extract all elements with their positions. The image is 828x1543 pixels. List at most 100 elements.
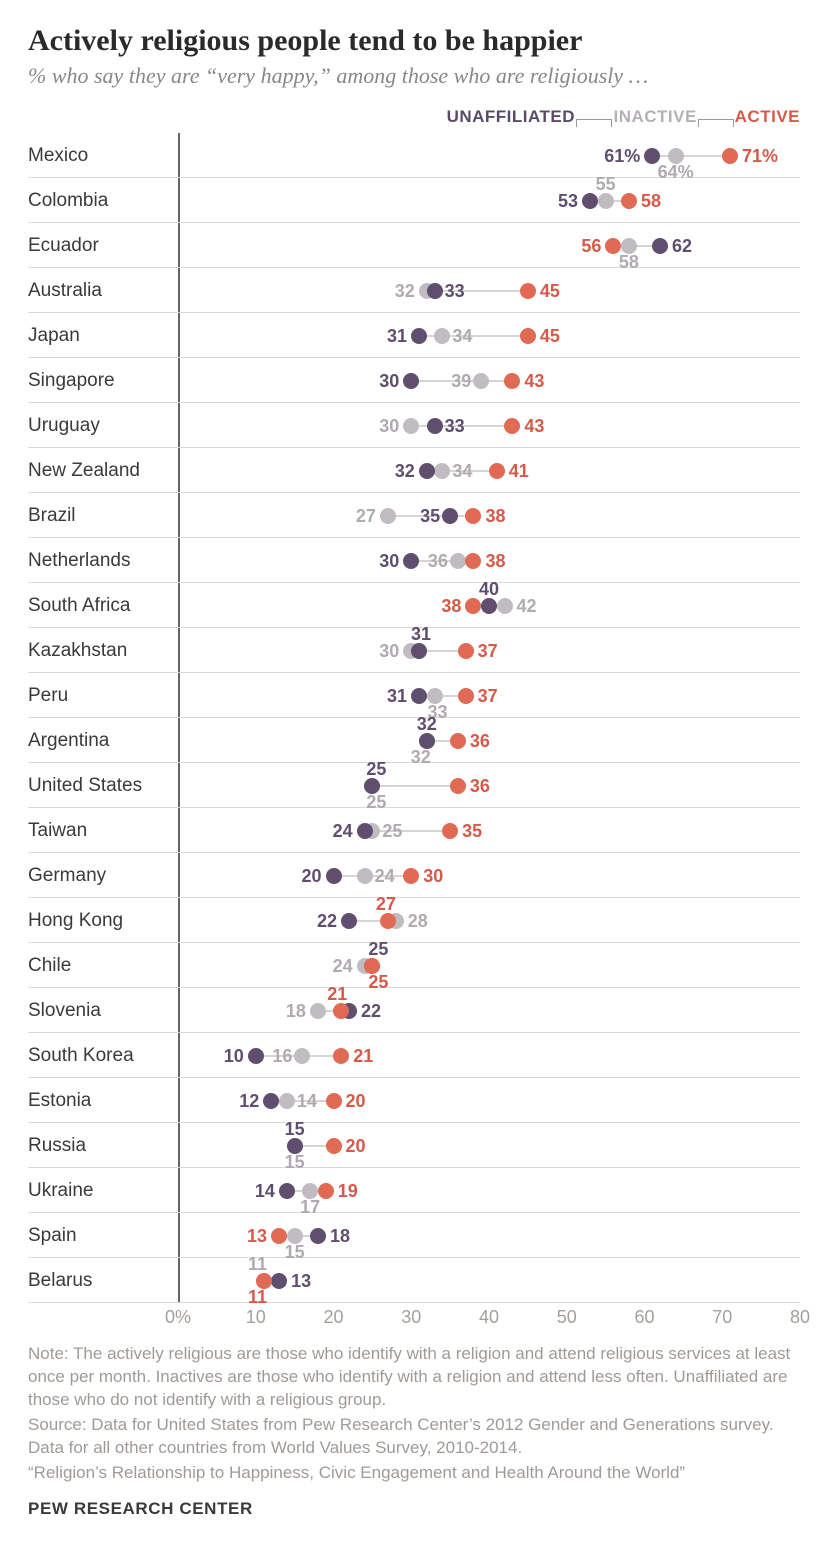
act-value-label: 41: [509, 462, 529, 480]
row-plot-area: 343241: [178, 448, 800, 493]
act-dot: [605, 238, 621, 254]
unaff-value-label: 33: [445, 282, 465, 300]
x-tick-label: 0%: [165, 1307, 191, 1328]
unaff-dot: [310, 1228, 326, 1244]
x-tick-label: 50: [557, 1307, 577, 1328]
country-label: South Korea: [28, 1045, 173, 1067]
row-plot-area: 303343: [178, 403, 800, 448]
row-plot-area: 282227: [178, 898, 800, 943]
unaff-dot: [652, 238, 668, 254]
act-dot: [380, 913, 396, 929]
row-plot-area: 151813: [178, 1213, 800, 1258]
row-plot-area: 303137: [178, 628, 800, 673]
row-plot-area: 252536: [178, 763, 800, 808]
row-plot-area: 64%61%71%: [178, 133, 800, 178]
unaff-dot: [341, 913, 357, 929]
inact-dot: [302, 1183, 318, 1199]
act-value-label: 35: [462, 822, 482, 840]
x-tick-label: 10: [246, 1307, 266, 1328]
row-plot-area: 111311: [178, 1258, 800, 1303]
inact-value-label: 55: [596, 175, 616, 193]
act-dot: [450, 778, 466, 794]
unaff-value-label: 31: [387, 327, 407, 345]
legend-active: ACTIVE: [735, 107, 800, 126]
chart-row: United States252536: [28, 763, 800, 808]
act-dot: [403, 868, 419, 884]
x-axis: 0%1020304050607080: [178, 1303, 800, 1333]
country-label: Japan: [28, 325, 173, 347]
act-dot: [465, 598, 481, 614]
row-plot-area: 242525: [178, 943, 800, 988]
country-label: Hong Kong: [28, 910, 173, 932]
country-label: Ecuador: [28, 235, 173, 257]
inact-value-label: 34: [452, 462, 472, 480]
legend-inactive: INACTIVE: [613, 107, 696, 126]
country-label: Brazil: [28, 505, 173, 527]
unaff-value-label: 53: [558, 192, 578, 210]
act-value-label: 21: [327, 985, 347, 1003]
inact-dot: [380, 508, 396, 524]
row-plot-area: 151520: [178, 1123, 800, 1168]
unaff-dot: [326, 868, 342, 884]
unaff-value-label: 40: [479, 580, 499, 598]
country-label: Germany: [28, 865, 173, 887]
unaff-dot: [419, 733, 435, 749]
x-tick-label: 30: [401, 1307, 421, 1328]
inact-dot: [434, 328, 450, 344]
inact-dot: [310, 1003, 326, 1019]
act-value-label: 27: [376, 895, 396, 913]
inact-value-label: 36: [428, 552, 448, 570]
inact-value-label: 16: [272, 1047, 292, 1065]
chart-row: Japan343145: [28, 313, 800, 358]
row-plot-area: 323345: [178, 268, 800, 313]
unaff-value-label: 22: [317, 912, 337, 930]
x-tick-label: 60: [634, 1307, 654, 1328]
chart-row: Australia323345: [28, 268, 800, 313]
source-text-1: Source: Data for United States from Pew …: [28, 1414, 800, 1460]
act-value-label: 30: [423, 867, 443, 885]
country-label: South Africa: [28, 595, 173, 617]
unaff-dot: [427, 283, 443, 299]
row-plot-area: 252435: [178, 808, 800, 853]
act-dot: [504, 418, 520, 434]
chart-row: Chile242525: [28, 943, 800, 988]
act-dot: [520, 283, 536, 299]
chart-title: Actively religious people tend to be hap…: [28, 24, 800, 57]
act-dot: [333, 1048, 349, 1064]
act-dot: [442, 823, 458, 839]
row-plot-area: 242030: [178, 853, 800, 898]
act-dot: [520, 328, 536, 344]
unaff-dot: [582, 193, 598, 209]
inact-dot: [403, 418, 419, 434]
act-value-label: 45: [540, 282, 560, 300]
unaff-value-label: 31: [387, 687, 407, 705]
unaff-value-label: 22: [361, 1002, 381, 1020]
act-value-label: 36: [470, 777, 490, 795]
act-value-label: 43: [524, 372, 544, 390]
act-dot: [458, 688, 474, 704]
act-value-label: 56: [581, 237, 601, 255]
country-label: Australia: [28, 280, 173, 302]
inact-dot: [450, 553, 466, 569]
inact-dot: [621, 238, 637, 254]
country-label: Belarus: [28, 1270, 173, 1292]
act-value-label: 20: [346, 1092, 366, 1110]
unaff-dot: [263, 1093, 279, 1109]
connector-line: [372, 785, 458, 787]
legend-bracket-icon: [698, 119, 734, 127]
unaff-dot: [248, 1048, 264, 1064]
row-plot-area: 424038: [178, 583, 800, 628]
inact-dot: [473, 373, 489, 389]
chart-row: Kazakhstan303137: [28, 628, 800, 673]
country-label: Singapore: [28, 370, 173, 392]
country-label: Argentina: [28, 730, 173, 752]
unaff-dot: [403, 373, 419, 389]
chart-row: Slovenia182221: [28, 988, 800, 1033]
country-label: Colombia: [28, 190, 173, 212]
x-tick-label: 70: [712, 1307, 732, 1328]
chart-container: UNAFFILIATED INACTIVE ACTIVE Mexico64%61…: [28, 107, 800, 1333]
country-label: Estonia: [28, 1090, 173, 1112]
inact-value-label: 34: [452, 327, 472, 345]
unaff-dot: [481, 598, 497, 614]
unaff-value-label: 33: [445, 417, 465, 435]
